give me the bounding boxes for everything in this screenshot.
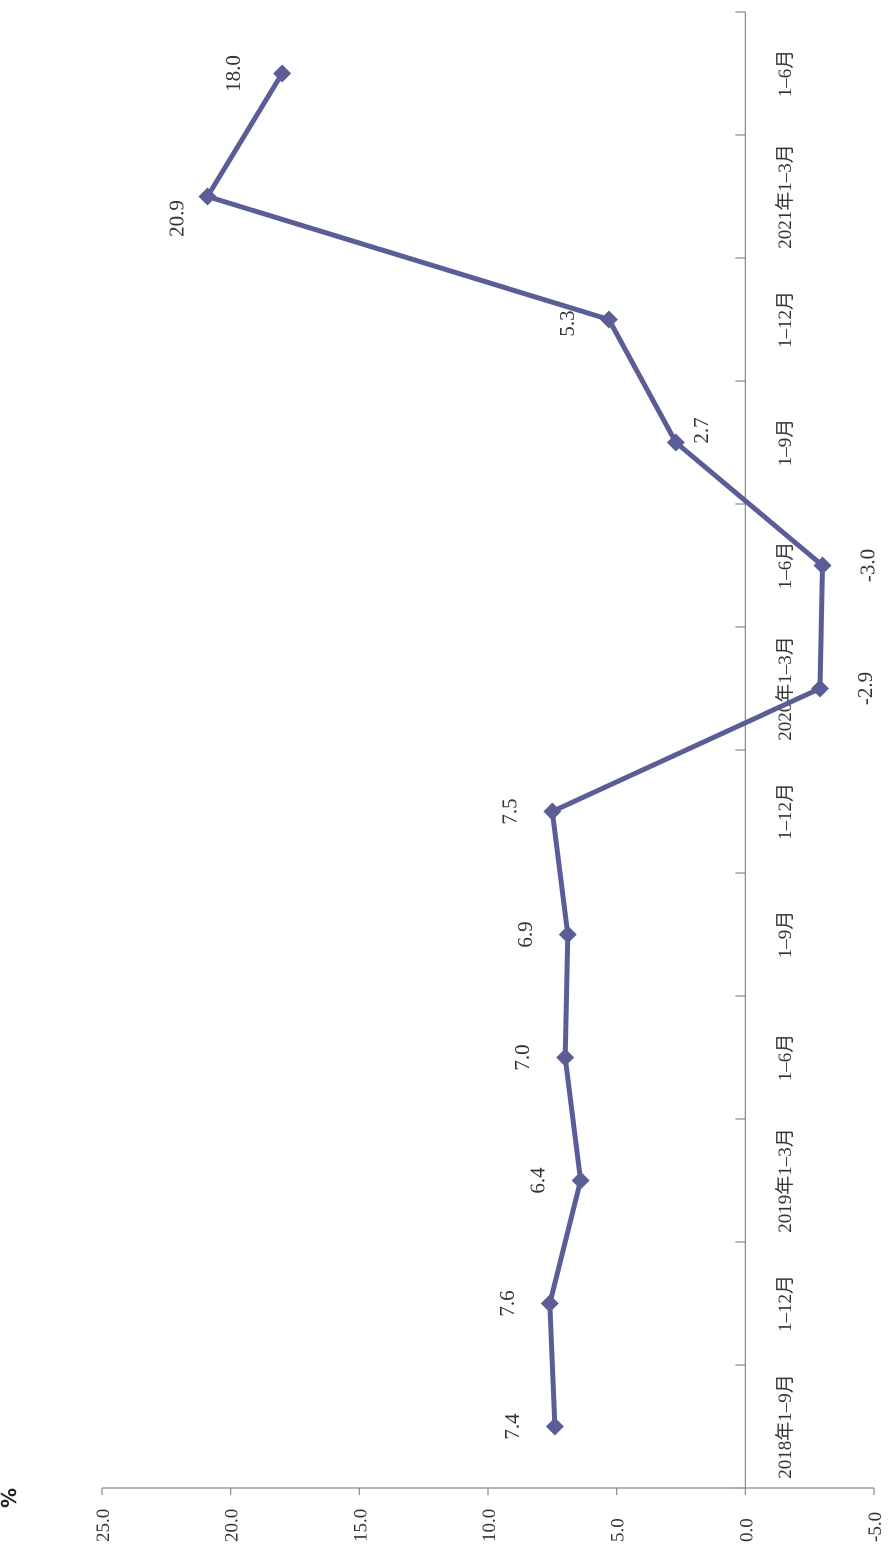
y-axis-unit-label: % xyxy=(0,1488,21,1508)
data-label: -2.9 xyxy=(853,672,877,705)
data-labels: 7.4 7.6 6.4 7.0 6.9 7.5 -2.9 -3.0 2.7 5.3 20.9 18.0 xyxy=(165,55,880,1440)
value-axis-tick-label: 25.0 xyxy=(93,1509,114,1542)
value-axis-tick-label: -5.0 xyxy=(865,1512,886,1542)
data-point-marker xyxy=(571,1171,590,1190)
data-label: 6.9 xyxy=(513,921,537,947)
value-axis-tick-label: 5.0 xyxy=(608,1518,629,1542)
category-label: 2021年1–3月 xyxy=(774,144,796,249)
data-point-marker xyxy=(545,1417,564,1436)
data-point-marker xyxy=(599,310,618,329)
series-line xyxy=(205,71,825,1429)
data-point-marker xyxy=(558,925,577,944)
value-axis-tick-label: 15.0 xyxy=(350,1509,371,1542)
data-markers xyxy=(198,64,832,1436)
data-label: 7.0 xyxy=(510,1044,534,1070)
data-label: -3.0 xyxy=(856,549,880,582)
category-label: 2020年1–3月 xyxy=(774,636,796,741)
data-label: 7.6 xyxy=(495,1290,519,1316)
data-label: 6.4 xyxy=(526,1167,550,1194)
data-point-marker xyxy=(556,1048,575,1067)
category-label: 2018年1–9月 xyxy=(774,1374,796,1479)
data-label: 5.3 xyxy=(555,310,579,336)
data-label: 7.4 xyxy=(500,1413,524,1440)
category-label: 1–6月 xyxy=(775,542,796,590)
value-axis-tick-label: 0.0 xyxy=(736,1518,757,1542)
data-point-marker xyxy=(273,64,292,83)
data-point-marker xyxy=(810,679,829,698)
data-point-marker xyxy=(813,556,832,575)
category-label: 1–12月 xyxy=(775,291,796,348)
category-label: 1–12月 xyxy=(775,1275,796,1332)
category-label: 2019年1–3月 xyxy=(774,1128,796,1233)
data-label: 20.9 xyxy=(165,200,189,237)
data-point-marker xyxy=(540,1294,559,1313)
value-axis-tick-label: 20.0 xyxy=(222,1509,243,1542)
category-label: 1–6月 xyxy=(775,50,796,98)
category-label: 1–12月 xyxy=(775,783,796,840)
category-label: 1–9月 xyxy=(775,911,796,959)
category-label: 1–6月 xyxy=(775,1034,796,1082)
data-label: 2.7 xyxy=(689,417,713,443)
value-axis-tick-label: 10.0 xyxy=(479,1509,500,1542)
axes: 25.0 20.0 15.0 10.0 5.0 0.0 -5.0 2018年1–9月 1–12月… xyxy=(93,11,886,1542)
data-point-marker xyxy=(543,802,562,821)
category-label: 1–9月 xyxy=(775,419,796,467)
data-point-marker xyxy=(666,433,685,452)
data-label: 7.5 xyxy=(497,798,521,824)
series-line-layer xyxy=(205,71,825,1429)
data-point-marker xyxy=(198,187,217,206)
data-label: 18.0 xyxy=(221,55,245,92)
